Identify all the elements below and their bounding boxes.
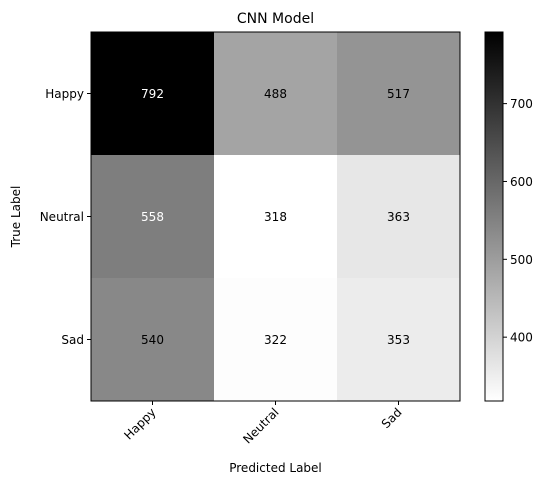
cell-value-label: 363 (387, 210, 410, 224)
heatmap-cell (337, 278, 461, 402)
heatmap-cell (214, 155, 338, 279)
cell-value-label: 517 (387, 87, 410, 101)
cell-value-label: 353 (387, 333, 410, 347)
cell-value-label: 540 (141, 333, 164, 347)
x-axis-label: Predicted Label (229, 461, 322, 475)
heatmap-cell (91, 155, 215, 279)
chart-title: CNN Model (237, 11, 314, 27)
cell-value-label: 322 (264, 333, 287, 347)
heatmap-cell (91, 278, 215, 402)
cell-value-label: 792 (141, 87, 164, 101)
cell-value-label: 558 (141, 210, 164, 224)
heatmap-cell (91, 32, 215, 156)
heatmap-cells: 792 488 517 558 318 363 540 322 353 (91, 32, 461, 402)
y-tick-label: Neutral (40, 210, 84, 224)
heatmap-cell (214, 32, 338, 156)
x-tick-label: Neutral (240, 405, 281, 446)
colorbar-tick-label: 400 (510, 331, 533, 345)
colorbar-tick-label: 600 (510, 175, 533, 189)
y-axis-label: True Label (9, 186, 23, 249)
x-tick-label: Happy (121, 405, 158, 442)
colorbar-tick-label: 700 (510, 97, 533, 111)
y-axis-ticks: Happy Neutral Sad (40, 87, 91, 347)
cell-value-label: 318 (264, 210, 287, 224)
heatmap-cell (337, 155, 461, 279)
colorbar-ticks: 400 500 600 700 (503, 97, 533, 345)
colorbar-tick-label: 500 (510, 253, 533, 267)
y-tick-label: Happy (45, 87, 84, 101)
heatmap-cell (214, 278, 338, 402)
x-axis-ticks: Happy Neutral Sad (121, 401, 405, 446)
cell-value-label: 488 (264, 87, 287, 101)
heatmap-cell (337, 32, 461, 156)
x-tick-label: Sad (379, 405, 405, 431)
y-tick-label: Sad (61, 333, 84, 347)
colorbar (484, 31, 504, 402)
